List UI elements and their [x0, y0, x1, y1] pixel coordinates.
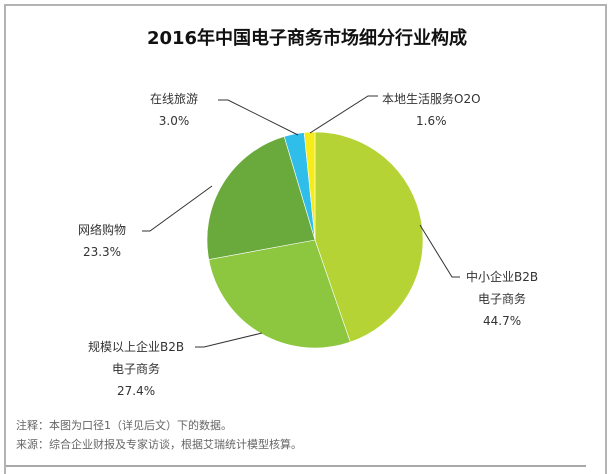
label-smb-b2b-name: 中小企业B2B [466, 270, 539, 284]
pie-slices [206, 131, 424, 349]
label-local-o2o-name: 本地生活服务O2O [382, 92, 481, 106]
label-online-travel: 在线旅游 3.0% [150, 88, 198, 132]
label-online-shopping-name: 网络购物 [78, 223, 127, 237]
leader-line-local-o2o [309, 95, 378, 134]
pie-slice [206, 136, 316, 260]
pie-slice [303, 131, 316, 241]
label-large-b2b: 规模以上企业B2B 电子商务 27.4% [88, 336, 184, 402]
label-large-b2b-name: 规模以上企业B2B [88, 340, 185, 354]
chart-title: 2016年中国电子商务市场细分行业构成 [146, 28, 468, 49]
leader-line-online-shopping [142, 185, 213, 232]
label-smb-b2b-value: 44.7% [482, 314, 522, 328]
label-local-o2o: 本地生活服务O2O 1.6% [382, 88, 481, 132]
label-large-b2b-value: 27.4% [116, 384, 156, 398]
label-online-shopping-value: 23.3% [82, 245, 122, 259]
label-smb-b2b: 中小企业B2B 电子商务 44.7% [466, 266, 538, 332]
label-online-shopping: 网络购物 23.3% [78, 219, 126, 263]
leader-line-smb-b2b [419, 224, 460, 278]
label-online-travel-value: 3.0% [158, 114, 190, 128]
label-local-o2o-value: 1.6% [416, 114, 447, 128]
leader-line-online-travel [218, 99, 299, 136]
pie-slice [314, 131, 424, 343]
label-smb-b2b-name-line2: 电子商务 [478, 292, 527, 306]
label-large-b2b-name-line2: 电子商务 [112, 362, 161, 376]
label-online-travel-name: 在线旅游 [150, 92, 199, 106]
leader-lines [142, 95, 460, 348]
source-note: 来源：综合企业财报及专家访谈，根据艾瑞统计模型核算。 [16, 438, 302, 451]
bottom-divider [6, 465, 586, 467]
leader-line-large-b2b [195, 332, 263, 348]
footnote: 注释：本图为口径1（详见后文）下的数据。 [16, 419, 232, 432]
